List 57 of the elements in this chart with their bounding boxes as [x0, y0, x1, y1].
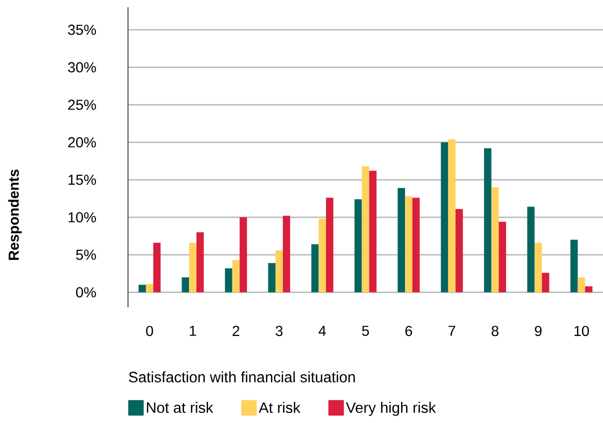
bar — [440, 142, 448, 292]
bar — [268, 263, 276, 292]
x-tick-label: 10 — [574, 326, 589, 336]
bar — [484, 148, 492, 292]
bar — [491, 187, 499, 292]
x-tick-label: 1 — [190, 326, 196, 336]
bar — [240, 217, 247, 292]
bar — [275, 250, 283, 292]
legend-label: At risk — [258, 402, 300, 413]
y-tick-label: 30% — [68, 62, 96, 72]
bar — [405, 196, 412, 292]
legend-label: Very high risk — [346, 402, 436, 416]
bar — [498, 222, 506, 292]
bar — [196, 232, 204, 292]
x-tick-label: 9 — [534, 326, 542, 336]
y-tick-label: 0% — [76, 287, 96, 298]
bar — [182, 277, 190, 292]
bar — [362, 166, 370, 292]
y-tick-label: 25% — [68, 100, 96, 110]
bar — [534, 242, 542, 292]
bar — [326, 198, 334, 292]
bar — [570, 240, 578, 292]
y-tick-label: 35% — [68, 24, 96, 35]
bar — [138, 284, 146, 292]
bar — [354, 199, 362, 292]
x-tick-label: 0 — [146, 326, 154, 336]
bar — [153, 242, 161, 292]
bar — [585, 286, 592, 292]
x-axis-title: Satisfaction with financial situation — [128, 371, 355, 382]
y-tick-label: 10% — [68, 212, 96, 222]
bar — [578, 277, 586, 292]
x-tick-label: 3 — [276, 326, 283, 336]
bar — [412, 198, 420, 292]
bar — [189, 242, 196, 292]
legend-label: Not at risk — [146, 402, 214, 413]
bar — [282, 216, 290, 292]
x-tick-label: 6 — [405, 326, 412, 336]
x-tick-label: 4 — [318, 326, 326, 336]
x-tick-label: 8 — [492, 326, 498, 336]
y-axis-title: Respondents — [8, 170, 22, 260]
bar — [542, 272, 550, 292]
bar — [311, 244, 319, 292]
bar — [398, 188, 406, 292]
y-tick-label: 15% — [68, 174, 96, 185]
y-tick-label: 20% — [68, 137, 96, 148]
bar — [318, 218, 326, 292]
bar — [456, 209, 463, 292]
bar — [232, 260, 240, 292]
bar — [448, 139, 456, 292]
bar — [146, 284, 154, 292]
x-tick-label: 2 — [232, 326, 240, 336]
bar — [369, 170, 377, 292]
bar — [527, 206, 535, 292]
x-tick-label: 7 — [448, 326, 456, 336]
x-tick-label: 5 — [362, 326, 369, 336]
bar — [224, 268, 232, 292]
y-tick-label: 5% — [76, 250, 96, 260]
